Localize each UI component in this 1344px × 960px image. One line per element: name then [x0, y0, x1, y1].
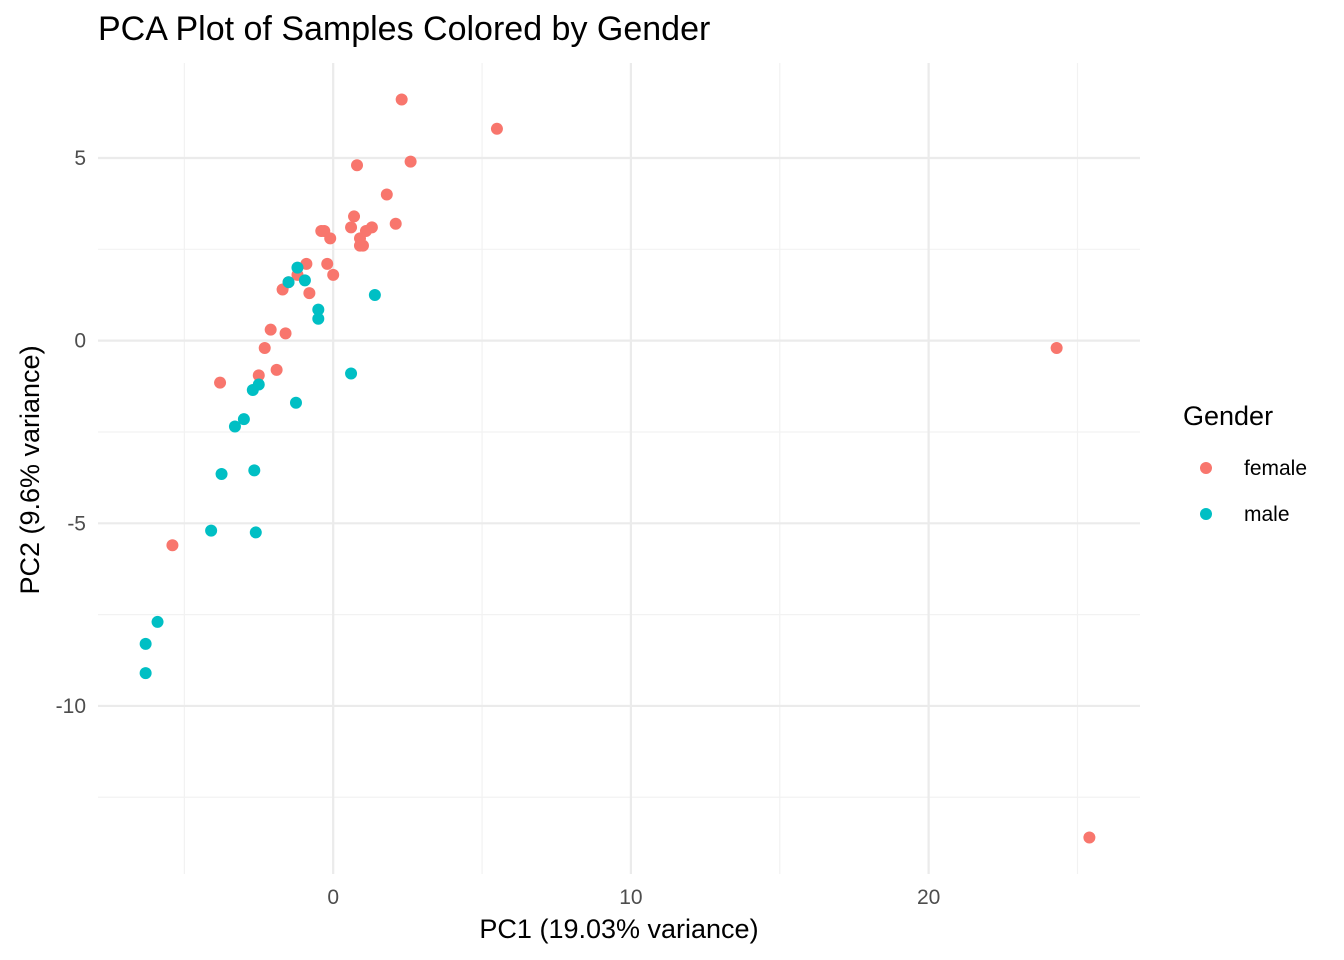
- x-tick-label: 20: [917, 886, 940, 909]
- data-point-female: [264, 323, 277, 336]
- legend-key-male: [1200, 508, 1212, 520]
- data-point-female: [214, 376, 227, 389]
- data-point-female: [321, 257, 334, 270]
- data-point-female: [353, 239, 366, 252]
- data-point-male: [345, 367, 358, 380]
- data-point-female: [490, 122, 503, 135]
- data-point-male: [282, 276, 295, 289]
- data-point-male: [139, 637, 152, 650]
- data-point-female: [279, 327, 292, 340]
- y-tick-label: -5: [67, 512, 86, 535]
- axes: 0 10 20 -10 -5 0 5: [56, 147, 941, 909]
- data-point-male: [298, 274, 311, 287]
- data-point-male: [249, 526, 262, 539]
- data-point-male: [248, 464, 261, 477]
- data-point-female: [389, 217, 402, 230]
- x-tick-label: 10: [619, 886, 642, 909]
- data-point-female: [380, 188, 393, 201]
- data-point-female: [1083, 831, 1096, 844]
- data-point-male: [246, 383, 259, 396]
- y-axis-title: PC2 (9.6% variance): [15, 345, 45, 594]
- data-point-male: [237, 413, 250, 426]
- data-point-male: [291, 261, 304, 274]
- x-tick-label: 0: [327, 886, 339, 909]
- legend-title: Gender: [1183, 401, 1273, 431]
- data-points: [139, 93, 1096, 844]
- legend-items: female male: [1200, 457, 1307, 526]
- data-point-male: [151, 615, 164, 628]
- data-point-female: [324, 232, 337, 245]
- data-point-female: [1050, 341, 1063, 354]
- data-point-male: [205, 524, 218, 537]
- data-point-female: [252, 369, 265, 382]
- data-point-male: [368, 288, 381, 301]
- data-point-male: [289, 396, 302, 409]
- y-tick-label: 5: [74, 147, 86, 170]
- data-point-male: [215, 467, 228, 480]
- data-point-female: [395, 93, 408, 106]
- data-point-male: [312, 303, 325, 316]
- chart-title: PCA Plot of Samples Colored by Gender: [98, 10, 710, 48]
- y-tick-label: -10: [56, 695, 86, 718]
- legend-key-female: [1200, 462, 1212, 474]
- data-point-female: [270, 363, 283, 376]
- x-axis-ticks: 0 10 20: [327, 886, 940, 909]
- data-point-female: [258, 341, 271, 354]
- data-point-female: [327, 268, 340, 281]
- data-point-female: [303, 287, 316, 300]
- data-point-female: [351, 159, 364, 172]
- y-tick-label: 0: [74, 330, 86, 353]
- legend-label-female: female: [1244, 457, 1307, 480]
- y-axis-ticks: -10 -5 0 5: [56, 147, 86, 718]
- data-point-female: [345, 221, 358, 234]
- data-point-male: [228, 420, 241, 433]
- grid-lines: [98, 63, 1140, 874]
- data-point-female: [404, 155, 417, 168]
- data-point-male: [312, 312, 325, 325]
- legend: Gender female male: [1183, 401, 1307, 526]
- legend-label-male: male: [1244, 503, 1290, 526]
- x-axis-title: PC1 (19.03% variance): [479, 914, 758, 944]
- data-point-female: [348, 210, 361, 223]
- data-point-male: [139, 667, 152, 680]
- data-point-female: [166, 539, 179, 552]
